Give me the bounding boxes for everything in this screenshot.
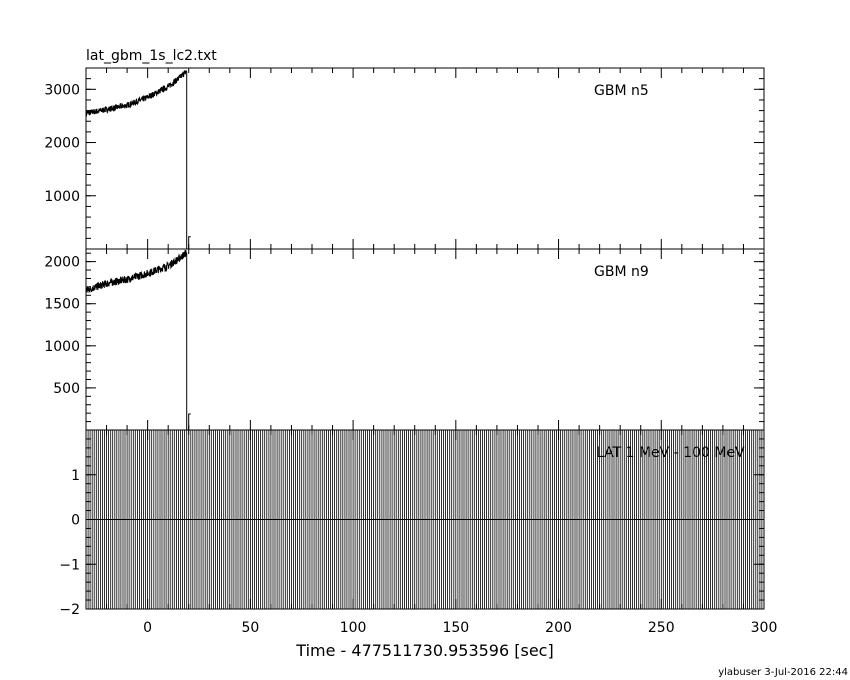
x-axis-label: Time - 477511730.953596 [sec]: [295, 641, 553, 660]
x-tick-label: 0: [143, 620, 152, 636]
y-tick-label: 2000: [44, 136, 80, 152]
footer-stamp: ylabuser 3-Jul-2016 22:44: [718, 667, 848, 678]
x-tick-label: 150: [442, 620, 469, 636]
panel-lat: −2 −1 0 1 0 50 100 150 200 250 300 LAT 1 MeV - 100…: [59, 429, 778, 636]
panel-gbm-n9: 500 1000 1500 2000 GBM n9: [44, 248, 765, 431]
y-tick-label: 1000: [44, 339, 80, 355]
y-tick-label: −1: [59, 557, 80, 573]
series-line-0: [85, 70, 187, 117]
x-tick-label: 100: [340, 620, 367, 636]
panel-label-gbm-n5: GBM n5: [594, 83, 649, 99]
x-tick-label: 200: [545, 620, 572, 636]
chart-title: lat_gbm_1s_lc2.txt: [86, 48, 217, 64]
y-tick-label: 1500: [44, 297, 80, 313]
panel-label-gbm-n9: GBM n9: [594, 264, 649, 280]
panel-label-lat: LAT 1 MeV - 100 MeV: [596, 445, 745, 461]
y-tick-label: 3000: [44, 82, 80, 98]
y-tick-label: 2000: [44, 255, 80, 271]
y-tick-label: 1000: [44, 189, 80, 205]
y-tick-label: 1: [71, 468, 80, 484]
x-tick-label: 300: [751, 620, 778, 636]
y-tick-label: −2: [59, 602, 80, 618]
x-tick-label: 50: [241, 620, 259, 636]
y-tick-label: 0: [71, 513, 80, 529]
y-tick-label: 500: [53, 381, 80, 397]
x-tick-label: 250: [648, 620, 675, 636]
panel-gbm-n5: 1000 2000 3000 GBM n5: [44, 67, 765, 250]
series-line-0: [85, 249, 187, 294]
